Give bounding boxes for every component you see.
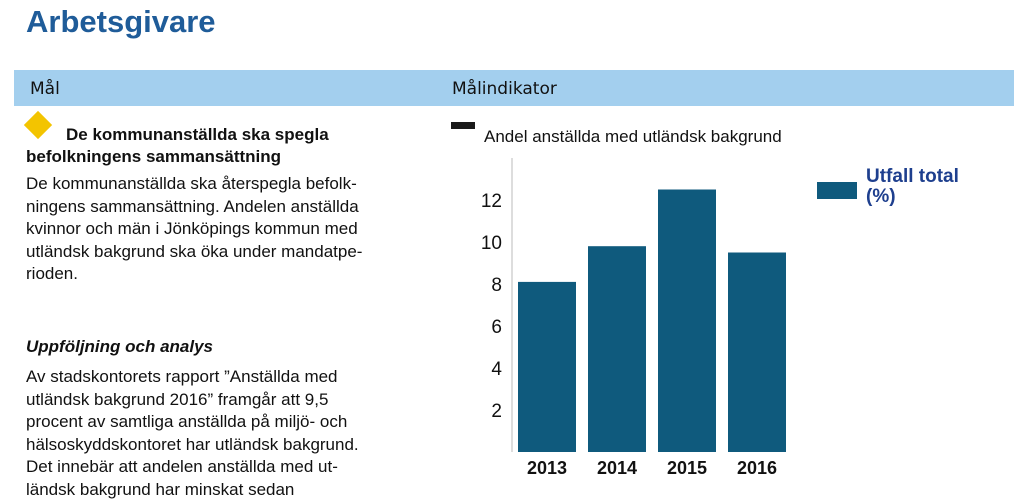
y-tick-label: 12 — [481, 191, 502, 212]
bar-2013 — [518, 282, 576, 452]
bar-2014 — [588, 246, 646, 452]
analysis-line: utländsk bakgrund 2016” framgår att 9,5 — [26, 389, 411, 412]
bar-2016 — [728, 253, 786, 453]
page-title: Arbetsgivare — [26, 4, 216, 40]
x-tick-label: 2015 — [667, 458, 707, 478]
goal-line: utländsk bakgrund ska öka under mandatpe… — [26, 241, 416, 264]
legend-label-line: Utfall total — [866, 167, 986, 187]
analysis-line: procent av samtliga anställda på miljö- … — [26, 411, 411, 434]
header-goal: Mål — [30, 79, 60, 99]
analysis-line: hälsoskyddskontoret har utländsk bakgrun… — [26, 434, 411, 457]
goal-line: De kommunanställda ska återspegla befolk… — [26, 173, 416, 196]
goal-line: ningens sammansättning. Andelen anställd… — [26, 196, 416, 219]
table-header: Mål Målindikator — [14, 70, 1014, 106]
goal-line: kvinnor och män i Jönköpings kommun med — [26, 218, 416, 241]
x-tick-label: 2014 — [597, 458, 637, 478]
y-tick-label: 10 — [481, 233, 502, 254]
x-tick-label: 2016 — [737, 458, 777, 478]
y-tick-label: 4 — [491, 359, 502, 380]
bar-2015 — [658, 190, 716, 453]
analysis-line: Det innebär att andelen anställda med ut… — [26, 456, 411, 479]
analysis-line: Av stadskontorets rapport ”Anställda med — [26, 366, 411, 389]
indicator-title: Andel anställda med utländsk bakgrund — [484, 127, 782, 147]
analysis-title: Uppföljning och analys — [26, 337, 213, 357]
analysis-body: Av stadskontorets rapport ”Anställda med… — [26, 366, 411, 501]
goal-line: rioden. — [26, 263, 416, 286]
legend-label-line: (%) — [866, 187, 986, 207]
y-tick-label: 6 — [491, 317, 502, 338]
analysis-line: ländsk bakgrund har minskat sedan — [26, 479, 411, 501]
bar-chart: 2 4 6 8 10 12 2013 2014 2015 2016 — [440, 150, 810, 485]
x-tick-label: 2013 — [527, 458, 567, 478]
header-indicator: Målindikator — [452, 79, 557, 99]
y-tick-label: 2 — [491, 401, 502, 422]
indicator-swatch — [451, 122, 475, 129]
legend-label: Utfall total (%) — [866, 167, 986, 207]
legend-swatch — [817, 182, 857, 199]
goal-heading: De kommunanställda ska spegla befolkning… — [26, 124, 416, 168]
goal-body: De kommunanställda ska återspegla befolk… — [26, 173, 416, 286]
y-tick-label: 8 — [491, 275, 502, 296]
